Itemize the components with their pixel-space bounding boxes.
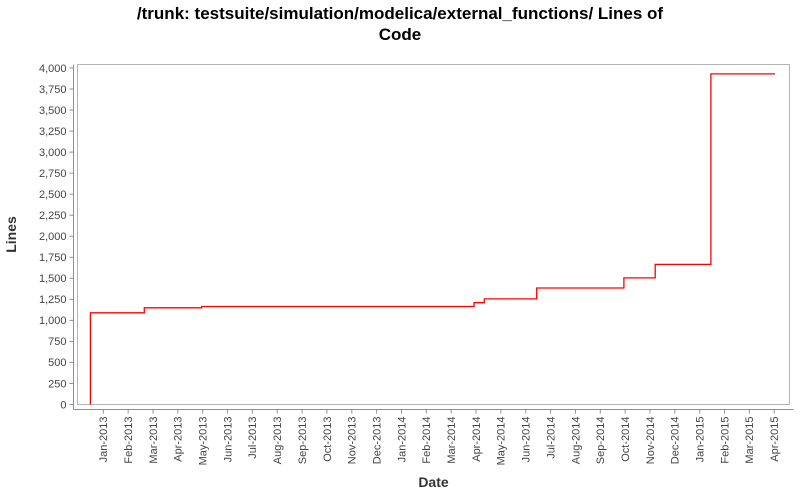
y-tick-label: 1,750 xyxy=(39,252,67,264)
plot-border xyxy=(77,64,790,405)
x-tick-label: Dec-2013 xyxy=(372,417,384,465)
y-tick-label: 1,500 xyxy=(39,273,67,285)
x-tick-label: Dec-2014 xyxy=(670,417,682,465)
y-tick-label: 1,250 xyxy=(39,294,67,306)
y-tick-label: 0 xyxy=(60,399,66,411)
x-tick-label: Jan-2013 xyxy=(98,417,110,463)
x-tick-label: Oct-2014 xyxy=(620,417,632,462)
x-tick-label: Mar-2014 xyxy=(446,417,458,464)
x-tick-label: Feb-2015 xyxy=(719,417,731,464)
y-tick-label: 500 xyxy=(48,357,66,369)
x-tick-label: Nov-2013 xyxy=(347,417,359,465)
x-tick-label: Mar-2013 xyxy=(148,417,160,464)
x-tick-label: May-2013 xyxy=(198,417,210,466)
y-tick-label: 2,500 xyxy=(39,189,67,201)
y-tick-label: 3,250 xyxy=(39,126,67,138)
y-tick-label: 250 xyxy=(48,378,66,390)
x-tick-label: Jan-2015 xyxy=(695,417,707,463)
series-line xyxy=(89,73,775,405)
x-axis-title: Date xyxy=(418,474,449,490)
y-tick-label: 3,000 xyxy=(39,147,67,159)
y-tick-label: 2,250 xyxy=(39,210,67,222)
y-tick-label: 4,000 xyxy=(39,63,67,75)
x-tick-label: May-2014 xyxy=(496,417,508,466)
y-axis-title: Lines xyxy=(3,216,19,253)
y-tick-label: 2,000 xyxy=(39,231,67,243)
x-tick-label: Nov-2014 xyxy=(645,417,657,465)
y-tick-label: 750 xyxy=(48,336,66,348)
x-tick-label: Sep-2014 xyxy=(595,417,607,465)
y-tick-label: 3,500 xyxy=(39,105,67,117)
x-tick-label: Aug-2014 xyxy=(570,417,582,465)
chart-title: /trunk: testsuite/simulation/modelica/ex… xyxy=(20,3,780,46)
y-tick-label: 3,750 xyxy=(39,84,67,96)
x-tick-label: Feb-2013 xyxy=(123,417,135,464)
x-tick-label: Apr-2014 xyxy=(471,417,483,462)
x-tick-label: Jun-2013 xyxy=(222,417,234,463)
x-tick-label: Oct-2013 xyxy=(322,417,334,462)
y-tick-label: 1,000 xyxy=(39,315,67,327)
x-tick-label: Feb-2014 xyxy=(421,417,433,464)
chart-title-line1: /trunk: testsuite/simulation/modelica/ex… xyxy=(136,4,664,23)
y-tick-label: 2,750 xyxy=(39,168,67,180)
x-tick-label: Jun-2014 xyxy=(521,417,533,463)
x-tick-label: Jul-2013 xyxy=(247,417,259,459)
x-tick-label: Sep-2013 xyxy=(297,417,309,465)
x-tick-label: Jul-2014 xyxy=(545,417,557,459)
x-tick-label: Jan-2014 xyxy=(396,417,408,463)
x-tick-label: Aug-2013 xyxy=(272,417,284,465)
x-tick-label: Mar-2015 xyxy=(744,417,756,464)
x-tick-label: Apr-2013 xyxy=(173,417,185,462)
chart-title-line2: Code xyxy=(378,25,422,45)
x-tick-label: Apr-2015 xyxy=(769,417,781,462)
